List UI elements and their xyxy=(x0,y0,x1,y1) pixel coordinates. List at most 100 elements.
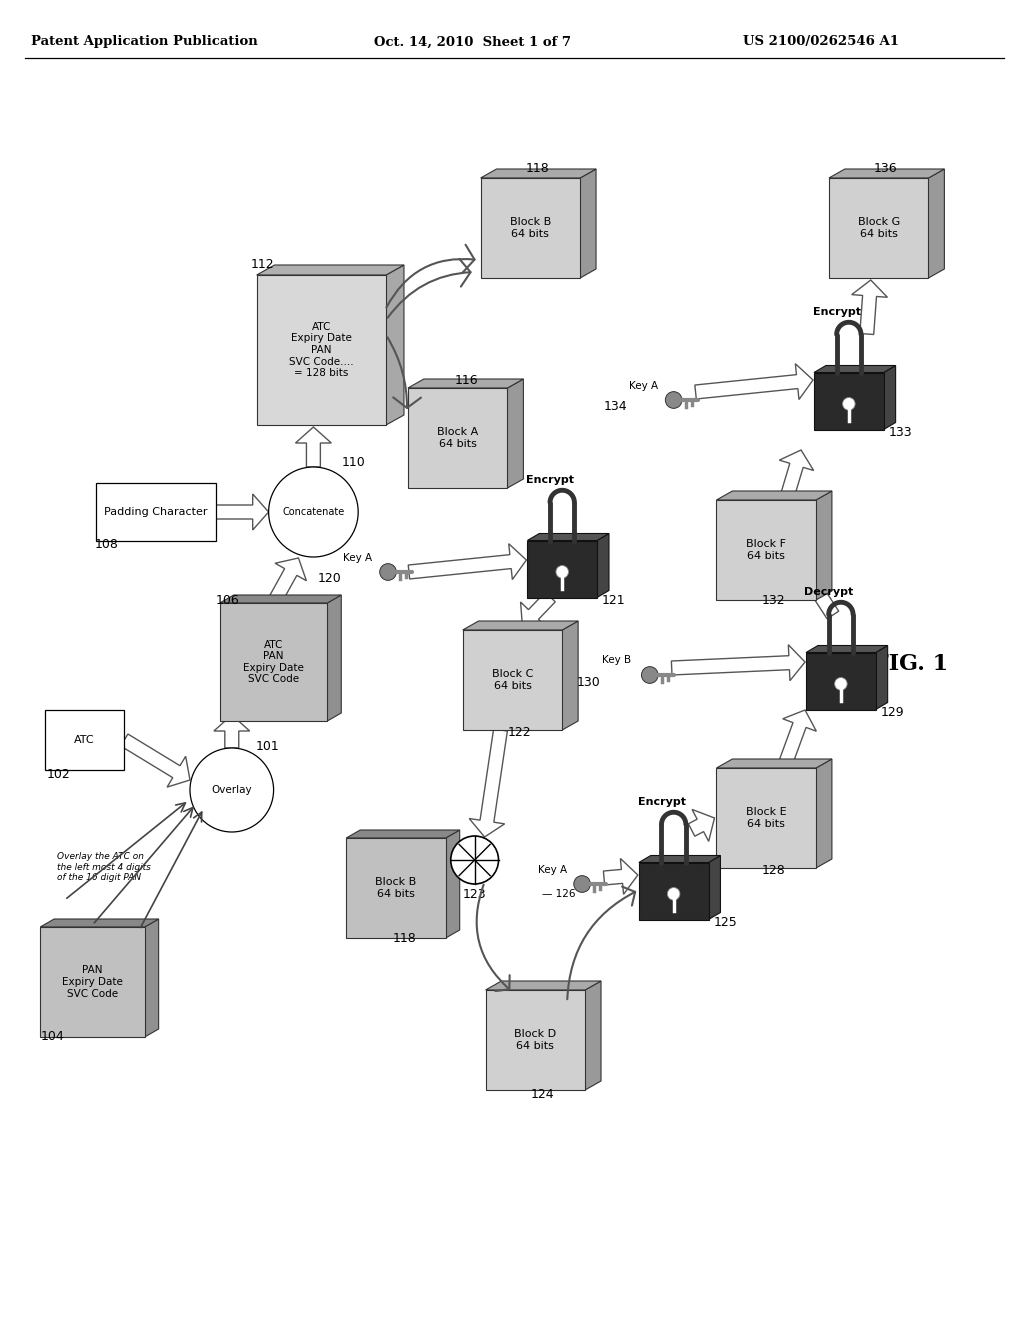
Polygon shape xyxy=(520,593,555,627)
Polygon shape xyxy=(806,652,876,710)
Polygon shape xyxy=(346,830,460,838)
Circle shape xyxy=(668,887,680,900)
Polygon shape xyxy=(214,715,250,748)
Polygon shape xyxy=(929,169,944,279)
Polygon shape xyxy=(777,710,816,770)
Polygon shape xyxy=(328,595,341,721)
Polygon shape xyxy=(717,768,816,869)
Text: Block E
64 bits: Block E 64 bits xyxy=(745,808,786,829)
Text: 106: 106 xyxy=(216,594,240,606)
Text: 120: 120 xyxy=(317,572,341,585)
Circle shape xyxy=(190,748,273,832)
Circle shape xyxy=(835,677,847,690)
Text: ATC
Expiry Date
PAN
SVC Code....
= 128 bits: ATC Expiry Date PAN SVC Code.... = 128 b… xyxy=(289,322,353,379)
Text: 101: 101 xyxy=(256,739,280,752)
Circle shape xyxy=(451,836,499,884)
Text: 118: 118 xyxy=(393,932,417,945)
Text: Block C
64 bits: Block C 64 bits xyxy=(492,669,534,690)
Polygon shape xyxy=(717,491,831,500)
Text: Padding Character: Padding Character xyxy=(104,507,208,517)
Text: 102: 102 xyxy=(47,768,71,781)
Polygon shape xyxy=(408,379,523,388)
Polygon shape xyxy=(527,540,597,598)
Polygon shape xyxy=(795,566,839,619)
Polygon shape xyxy=(485,990,585,1090)
Text: 129: 129 xyxy=(881,705,904,718)
Polygon shape xyxy=(814,372,884,429)
Circle shape xyxy=(268,467,358,557)
Polygon shape xyxy=(639,855,721,862)
Text: Block A
64 bits: Block A 64 bits xyxy=(437,428,478,449)
Polygon shape xyxy=(463,630,562,730)
Polygon shape xyxy=(562,620,579,730)
Polygon shape xyxy=(639,862,709,920)
Polygon shape xyxy=(709,855,721,920)
Polygon shape xyxy=(480,178,581,279)
Circle shape xyxy=(573,875,591,892)
Text: 110: 110 xyxy=(341,457,365,470)
Text: Block B
64 bits: Block B 64 bits xyxy=(510,218,551,239)
Polygon shape xyxy=(585,981,601,1090)
Polygon shape xyxy=(96,483,216,541)
Text: Oct. 14, 2010  Sheet 1 of 7: Oct. 14, 2010 Sheet 1 of 7 xyxy=(374,36,571,49)
Text: 108: 108 xyxy=(94,537,119,550)
Text: Overlay the ATC on
the left most 4 digits
of the 16 digit PAN: Overlay the ATC on the left most 4 digit… xyxy=(56,853,151,882)
Text: 125: 125 xyxy=(714,916,737,928)
Text: Key A: Key A xyxy=(539,865,567,875)
Polygon shape xyxy=(220,603,328,721)
Text: 112: 112 xyxy=(251,259,274,272)
Text: 136: 136 xyxy=(873,161,897,174)
Polygon shape xyxy=(144,919,159,1038)
Text: Block G
64 bits: Block G 64 bits xyxy=(857,218,900,239)
Text: 132: 132 xyxy=(761,594,784,606)
Polygon shape xyxy=(581,169,596,279)
Polygon shape xyxy=(816,759,831,869)
Text: 124: 124 xyxy=(530,1089,554,1101)
Text: Patent Application Publication: Patent Application Publication xyxy=(31,36,258,49)
Circle shape xyxy=(666,392,682,408)
Text: 116: 116 xyxy=(455,374,478,387)
Polygon shape xyxy=(480,169,596,178)
Polygon shape xyxy=(267,558,306,606)
Polygon shape xyxy=(814,366,896,372)
Polygon shape xyxy=(672,644,805,681)
Polygon shape xyxy=(40,919,159,927)
Polygon shape xyxy=(852,280,888,334)
Polygon shape xyxy=(386,265,403,425)
Polygon shape xyxy=(216,494,268,531)
Polygon shape xyxy=(829,178,929,279)
Text: 104: 104 xyxy=(41,1031,65,1044)
Text: 122: 122 xyxy=(508,726,531,738)
Polygon shape xyxy=(508,379,523,488)
Text: Block B
64 bits: Block B 64 bits xyxy=(376,878,417,899)
Text: FIG. 1: FIG. 1 xyxy=(873,653,948,675)
Text: Encrypt: Encrypt xyxy=(638,797,686,807)
Text: 130: 130 xyxy=(577,676,600,689)
Polygon shape xyxy=(497,640,532,672)
Polygon shape xyxy=(45,710,124,770)
Polygon shape xyxy=(779,450,814,502)
Polygon shape xyxy=(296,426,332,467)
Text: Concatenate: Concatenate xyxy=(283,507,344,517)
Text: Block D
64 bits: Block D 64 bits xyxy=(514,1030,556,1051)
Text: US 2100/0262546 A1: US 2100/0262546 A1 xyxy=(743,36,899,49)
Polygon shape xyxy=(527,533,609,540)
Polygon shape xyxy=(884,366,896,429)
Circle shape xyxy=(556,565,568,578)
Circle shape xyxy=(641,667,658,684)
Text: Key A: Key A xyxy=(629,381,658,391)
Polygon shape xyxy=(876,645,888,710)
Text: 121: 121 xyxy=(602,594,626,606)
Text: ATC
PAN
Expiry Date
SVC Code: ATC PAN Expiry Date SVC Code xyxy=(243,640,304,684)
Polygon shape xyxy=(409,544,526,579)
Polygon shape xyxy=(806,645,888,652)
Polygon shape xyxy=(717,759,831,768)
Polygon shape xyxy=(121,734,190,787)
Text: 133: 133 xyxy=(889,425,912,438)
Text: Decrypt: Decrypt xyxy=(804,587,854,597)
Text: Key B: Key B xyxy=(602,655,631,665)
Polygon shape xyxy=(346,838,445,939)
Text: ATC: ATC xyxy=(74,735,95,744)
Polygon shape xyxy=(408,388,508,488)
Text: Encrypt: Encrypt xyxy=(813,308,861,317)
